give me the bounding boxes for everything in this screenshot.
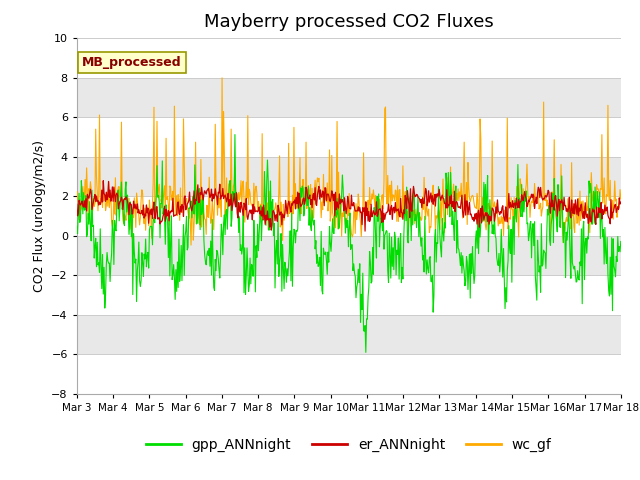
gpp_ANNnight — [417, 234, 424, 240]
Bar — [77, 38, 621, 78]
gpp_ANNnight — [73, 224, 81, 229]
gpp_ANNnight — [433, 259, 440, 265]
gpp_ANNnight — [617, 239, 625, 244]
er_ANNnight — [73, 202, 81, 207]
gpp_ANNnight — [139, 260, 147, 265]
er_ANNnight — [433, 191, 440, 197]
er_ANNnight — [140, 202, 147, 208]
Bar — [77, 196, 621, 236]
er_ANNnight — [83, 208, 90, 214]
wc_gf — [195, 196, 202, 202]
Bar — [77, 157, 621, 196]
wc_gf — [617, 196, 625, 202]
gpp_ANNnight — [362, 349, 370, 355]
er_ANNnight — [195, 200, 202, 205]
wc_gf — [224, 198, 232, 204]
gpp_ANNnight — [223, 206, 230, 212]
Y-axis label: CO2 Flux (urology/m2/s): CO2 Flux (urology/m2/s) — [33, 140, 45, 292]
wc_gf — [417, 214, 424, 220]
Legend: gpp_ANNnight, er_ANNnight, wc_gf: gpp_ANNnight, er_ANNnight, wc_gf — [140, 432, 557, 458]
Bar — [77, 78, 621, 117]
gpp_ANNnight — [231, 132, 239, 137]
Bar — [77, 354, 621, 394]
Text: MB_processed: MB_processed — [82, 56, 182, 69]
wc_gf — [83, 165, 90, 171]
Line: er_ANNnight: er_ANNnight — [77, 180, 621, 231]
wc_gf — [433, 213, 440, 218]
Line: wc_gf: wc_gf — [77, 78, 621, 245]
er_ANNnight — [417, 200, 424, 205]
er_ANNnight — [361, 228, 369, 234]
wc_gf — [218, 75, 226, 81]
er_ANNnight — [223, 195, 231, 201]
Bar — [77, 236, 621, 275]
wc_gf — [139, 191, 147, 196]
Bar — [77, 275, 621, 315]
Line: gpp_ANNnight: gpp_ANNnight — [77, 134, 621, 352]
Title: Mayberry processed CO2 Fluxes: Mayberry processed CO2 Fluxes — [204, 13, 493, 31]
Bar — [77, 117, 621, 157]
gpp_ANNnight — [194, 220, 202, 226]
wc_gf — [73, 195, 81, 201]
er_ANNnight — [99, 178, 107, 183]
er_ANNnight — [617, 199, 625, 205]
Bar — [77, 315, 621, 354]
wc_gf — [188, 242, 195, 248]
gpp_ANNnight — [83, 234, 90, 240]
